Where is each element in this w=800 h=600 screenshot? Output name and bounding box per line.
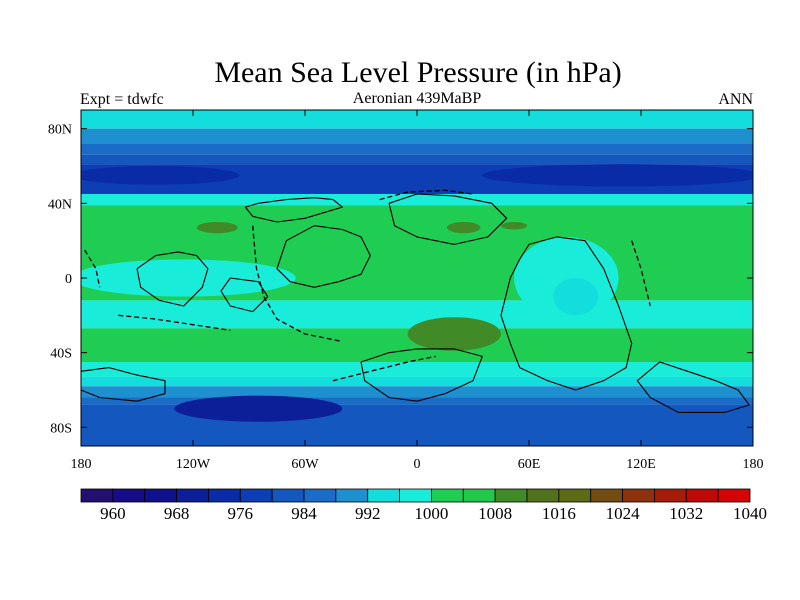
colorbar-swatch-13 <box>494 488 528 503</box>
y-tick-label: 40N <box>48 197 72 212</box>
colorbar-swatch-2 <box>144 488 177 503</box>
dashed-coastline-southwest-shelf <box>118 314 231 331</box>
colorbar-swatch-19 <box>685 488 719 503</box>
coastline-far-east-coast <box>636 361 750 413</box>
subpolar-low-south <box>174 395 343 422</box>
pressure-band-11 <box>81 386 753 398</box>
colorbar-label: 1000 <box>414 504 448 523</box>
subtropical-high-south <box>407 317 502 351</box>
colorbar-label: 984 <box>291 504 317 523</box>
x-tick-label: 60W <box>291 457 319 472</box>
colorbar-label: 960 <box>100 504 126 523</box>
colorbar-swatch-15 <box>558 488 592 503</box>
colorbar-label: 992 <box>355 504 381 523</box>
colorbar-label: 1040 <box>733 504 767 523</box>
colorbar-label: 1024 <box>606 504 641 523</box>
subpolar-low-north-west <box>81 166 240 185</box>
colorbar-swatch-9 <box>367 488 400 503</box>
pressure-band-1 <box>81 128 753 144</box>
coastline-central-landmass <box>276 225 371 288</box>
colorbar-swatch-12 <box>462 488 496 503</box>
subtropical-high-north <box>446 222 481 234</box>
subtropical-high-northeast <box>500 222 528 230</box>
pressure-band-2 <box>81 143 753 155</box>
x-tick-label: 120E <box>626 457 656 472</box>
y-tick-label: 80N <box>48 123 72 138</box>
coastlines <box>81 189 750 413</box>
colorbar-swatch-8 <box>335 488 369 503</box>
colorbar-swatch-1 <box>112 488 146 503</box>
colorbar-swatch-5 <box>239 488 273 503</box>
colorbar-swatch-7 <box>303 488 337 503</box>
x-axis: 180 120W 60W 0 60E 120E 180 <box>71 110 764 472</box>
colorbar-label: 1016 <box>542 504 576 523</box>
colorbar-swatch-11 <box>431 488 464 503</box>
x-tick-label: 180 <box>743 457 764 472</box>
y-tick-label: 80S <box>50 421 72 436</box>
experiment-label: Expt = tdwfc <box>80 91 164 108</box>
colorbar-swatch-4 <box>208 488 241 503</box>
pressure-band-5 <box>81 194 753 206</box>
y-tick-label: 0 <box>65 272 72 287</box>
dashed-coastline-east-shelf <box>631 240 651 307</box>
y-tick-label: 40S <box>50 347 72 362</box>
coastline-southwest-landmass <box>220 277 269 313</box>
pressure-band-7 <box>81 300 753 329</box>
continental-low-east-core <box>553 278 599 316</box>
subpolar-low-north-east <box>482 164 753 187</box>
season-label: ANN <box>718 91 753 108</box>
colorbar-swatch-16 <box>590 488 623 503</box>
coastline-western-landmass <box>136 251 209 307</box>
pressure-band-3 <box>81 154 753 165</box>
pressure-band-10 <box>81 376 753 387</box>
dashed-coastline-south-shelf <box>332 355 436 382</box>
colorbar-label: 1008 <box>478 504 512 523</box>
coastline-north-continent <box>388 193 508 245</box>
subtropical-high-northwest <box>196 222 238 234</box>
colorbar-swatch-18 <box>654 488 687 503</box>
colorbar: 960 968 976 984 992 1000 1008 1016 1024 1032 1040 <box>80 488 767 523</box>
x-tick-label: 0 <box>414 457 421 472</box>
dashed-coastline-north-arc <box>252 225 343 343</box>
chart-title: Mean Sea Level Pressure (in hPa) <box>214 56 621 89</box>
colorbar-label: 1032 <box>669 504 703 523</box>
coastline-far-west-coast <box>81 367 166 402</box>
colorbar-swatch-10 <box>399 488 432 503</box>
colorbar-label: 968 <box>164 504 190 523</box>
colorbar-label: 976 <box>228 504 254 523</box>
colorbar-swatch-0 <box>80 488 114 503</box>
pressure-band-9 <box>81 362 753 377</box>
colorbar-swatch-17 <box>622 488 655 503</box>
coastline-northern-island <box>244 197 343 223</box>
pressure-cells <box>81 164 753 422</box>
colorbar-swatch-20 <box>717 488 751 503</box>
pressure-band-0 <box>81 110 753 129</box>
coastline-east-continent <box>500 236 633 391</box>
equatorial-trough-west <box>81 259 296 297</box>
x-tick-label: 120W <box>176 457 211 472</box>
y-axis: 80N 40N 0 40S 80S <box>48 123 753 436</box>
colorbar-swatch-14 <box>526 488 560 503</box>
coastline-south-continent <box>360 348 483 402</box>
x-tick-label: 60E <box>518 457 541 472</box>
colorbar-swatch-3 <box>176 488 209 503</box>
pressure-bands <box>81 110 753 446</box>
colorbar-swatch-6 <box>271 488 305 503</box>
dashed-coastline-north-shelf <box>379 189 474 201</box>
x-tick-label: 180 <box>71 457 92 472</box>
period-label: Aeronian 439MaBP <box>353 90 482 107</box>
dashed-coastline-west-shelf <box>84 249 101 288</box>
plot-area <box>81 110 753 446</box>
